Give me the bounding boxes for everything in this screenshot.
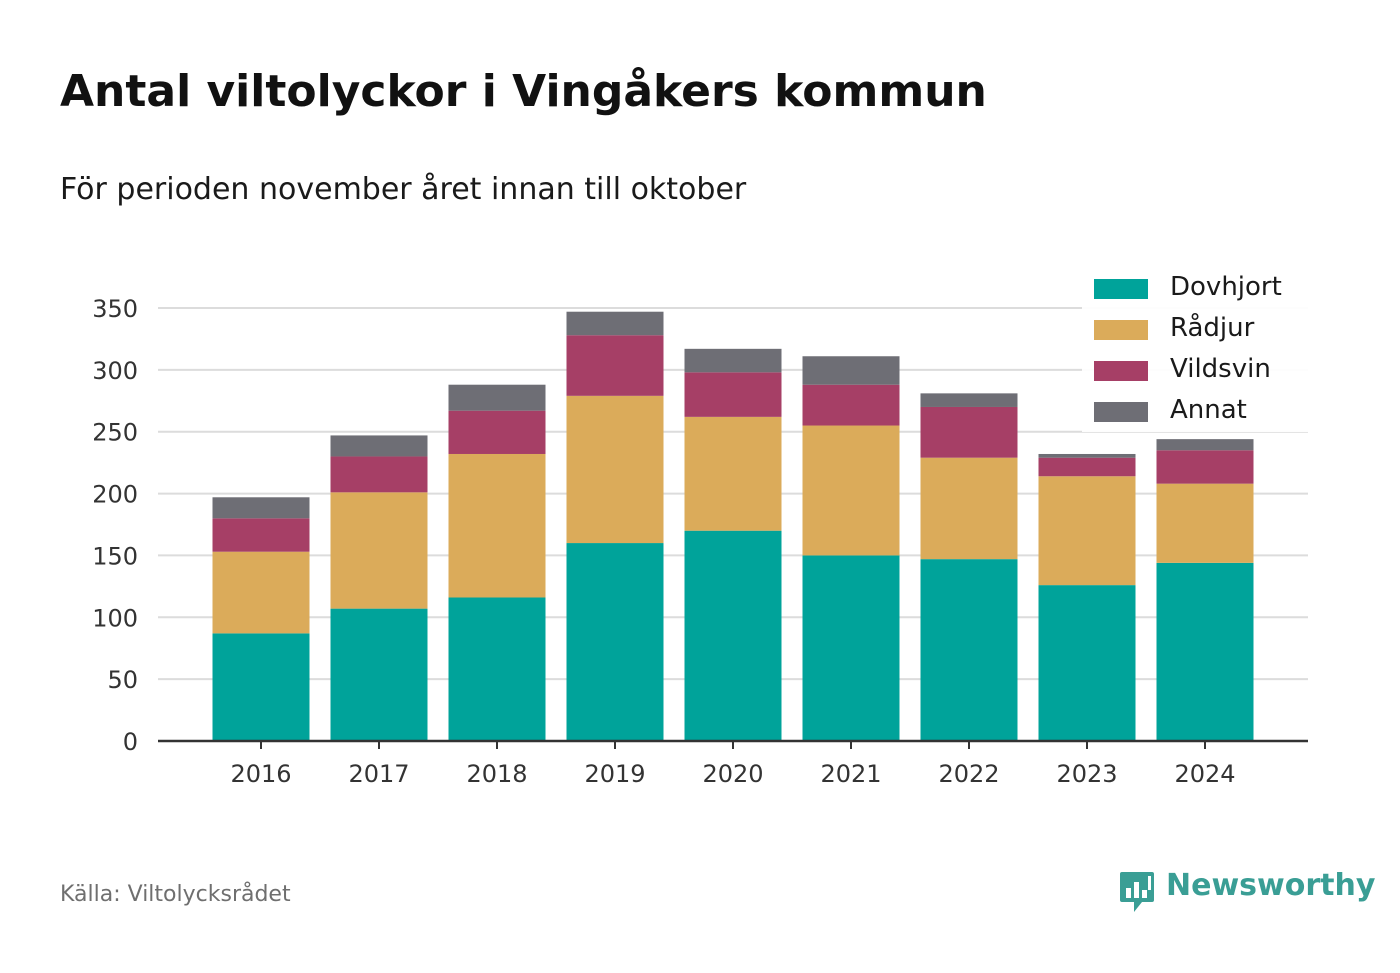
bar-vildsvin-2021 — [802, 384, 900, 426]
x-tick-label: 2018 — [466, 760, 527, 788]
legend-label: Annat — [1170, 395, 1247, 425]
legend-swatch — [1094, 320, 1148, 340]
bar-rådjur-2019 — [566, 395, 664, 544]
bar-rådjur-2024 — [1156, 483, 1254, 563]
chart-speech-bubble-icon — [1120, 872, 1154, 912]
legend-swatch — [1094, 279, 1148, 299]
bar-dovhjort-2019 — [566, 543, 664, 741]
bar-dovhjort-2016 — [212, 633, 310, 741]
legend-label: Rådjur — [1170, 313, 1255, 343]
bar-vildsvin-2018 — [448, 410, 546, 454]
bar-annat-2017 — [330, 435, 428, 457]
bar-vildsvin-2020 — [684, 372, 782, 417]
bar-dovhjort-2022 — [920, 559, 1018, 741]
bar-annat-2019 — [566, 311, 664, 336]
y-tick-label: 50 — [107, 666, 138, 694]
y-tick-label: 0 — [123, 728, 138, 756]
bar-vildsvin-2016 — [212, 518, 310, 552]
bar-stack-2022 — [920, 393, 1018, 741]
x-tick-label: 2020 — [702, 760, 763, 788]
bar-stack-2017 — [330, 435, 428, 741]
bar-stack-2021 — [802, 356, 900, 741]
bar-dovhjort-2023 — [1038, 585, 1136, 741]
bar-rådjur-2021 — [802, 425, 900, 556]
x-tick-label: 2017 — [348, 760, 409, 788]
legend-swatch — [1094, 402, 1148, 422]
bar-dovhjort-2018 — [448, 597, 546, 741]
bar-annat-2022 — [920, 393, 1018, 407]
y-tick-label: 350 — [92, 295, 138, 323]
y-axis-ticks: 0 50 100 150 200 250 300 350 — [92, 295, 138, 756]
bar-vildsvin-2017 — [330, 456, 428, 493]
bar-rådjur-2022 — [920, 457, 1018, 560]
bar-rådjur-2016 — [212, 551, 310, 634]
x-axis-ticks: 2016 2017 2018 2019 2020 2021 2022 2023 2024 — [230, 741, 1236, 788]
legend-label: Vildsvin — [1170, 354, 1271, 384]
bar-vildsvin-2022 — [920, 406, 1018, 458]
legend-item-rådjur: Rådjur — [1082, 309, 1312, 350]
bar-annat-2021 — [802, 356, 900, 385]
legend-item-dovhjort: Dovhjort — [1082, 268, 1312, 309]
y-tick-label: 300 — [92, 357, 138, 385]
bar-dovhjort-2017 — [330, 608, 428, 741]
bars — [212, 311, 1254, 741]
bar-dovhjort-2024 — [1156, 562, 1254, 741]
legend-item-vildsvin: Vildsvin — [1082, 350, 1312, 391]
bar-rådjur-2017 — [330, 492, 428, 609]
bar-stack-2024 — [1156, 439, 1254, 741]
y-tick-label: 150 — [92, 542, 138, 570]
bar-vildsvin-2023 — [1038, 457, 1136, 477]
x-tick-label: 2019 — [584, 760, 645, 788]
source-note: Källa: Viltolycksrådet — [60, 882, 291, 907]
y-tick-label: 200 — [92, 481, 138, 509]
bar-annat-2018 — [448, 384, 546, 411]
bar-annat-2023 — [1038, 453, 1136, 458]
chart-title: Antal viltolyckor i Vingåkers kommun — [60, 66, 987, 117]
x-tick-label: 2024 — [1174, 760, 1235, 788]
bar-vildsvin-2019 — [566, 335, 664, 396]
bar-rådjur-2018 — [448, 453, 546, 598]
legend-swatch — [1094, 361, 1148, 381]
bar-vildsvin-2024 — [1156, 450, 1254, 484]
bar-stack-2023 — [1038, 453, 1136, 741]
legend: Dovhjort Rådjur Vildsvin Annat — [1082, 268, 1312, 432]
legend-item-annat: Annat — [1082, 391, 1312, 432]
bar-dovhjort-2020 — [684, 530, 782, 741]
bar-annat-2016 — [212, 497, 310, 519]
bar-stack-2019 — [566, 311, 664, 741]
bar-annat-2024 — [1156, 439, 1254, 451]
x-tick-label: 2022 — [938, 760, 999, 788]
bar-dovhjort-2021 — [802, 555, 900, 741]
legend-label: Dovhjort — [1170, 272, 1282, 302]
chart-subtitle: För perioden november året innan till ok… — [60, 172, 747, 207]
x-tick-label: 2016 — [230, 760, 291, 788]
bar-rådjur-2023 — [1038, 476, 1136, 586]
bar-rådjur-2020 — [684, 416, 782, 531]
bar-stack-2020 — [684, 348, 782, 741]
x-tick-label: 2021 — [820, 760, 881, 788]
y-tick-label: 250 — [92, 419, 138, 447]
bar-stack-2016 — [212, 497, 310, 741]
y-tick-label: 100 — [92, 604, 138, 632]
brand-name: Newsworthy — [1166, 868, 1376, 903]
bar-stack-2018 — [448, 384, 546, 741]
x-tick-label: 2023 — [1056, 760, 1117, 788]
bar-annat-2020 — [684, 348, 782, 373]
